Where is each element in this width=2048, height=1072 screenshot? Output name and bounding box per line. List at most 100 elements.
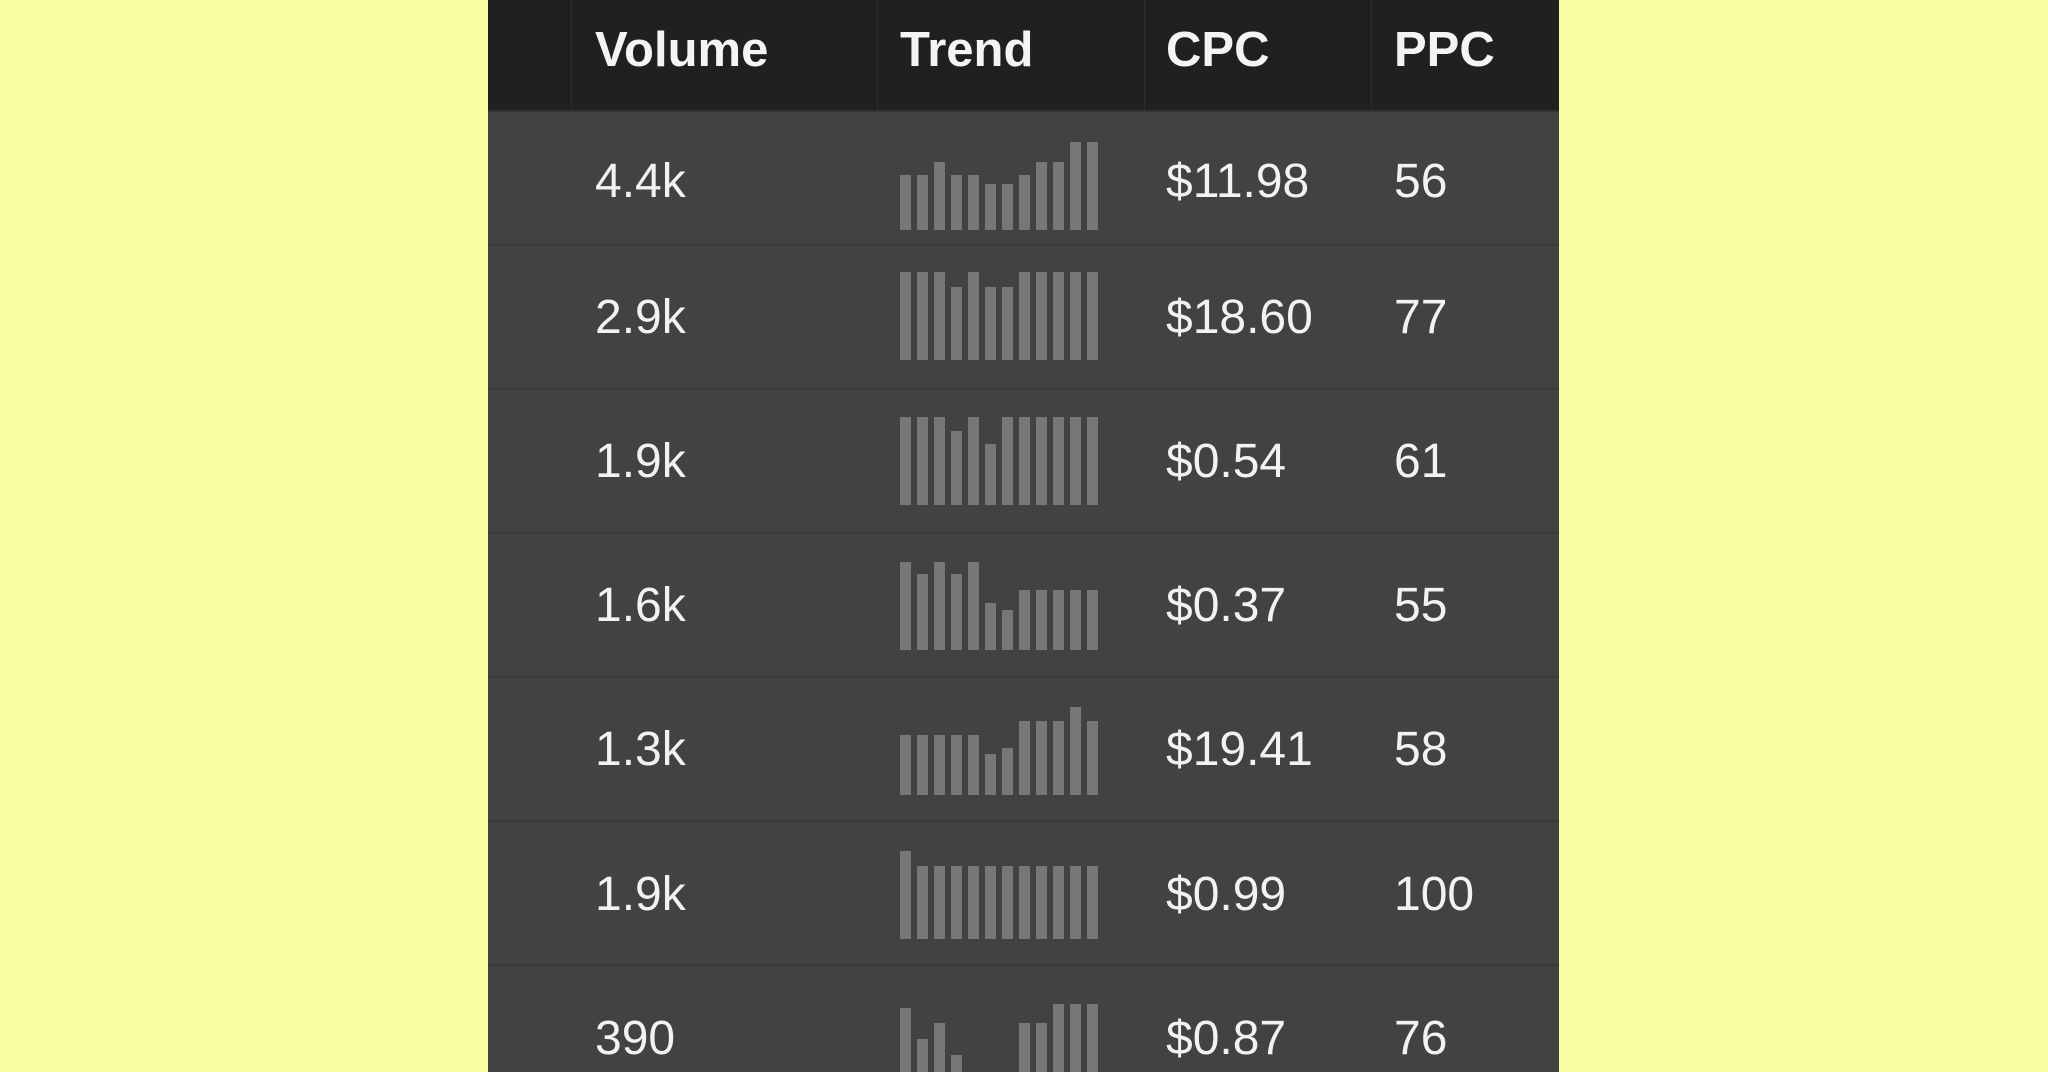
- trend-bar: [1087, 1004, 1098, 1072]
- table-row[interactable]: 2.9k $18.60 77: [488, 246, 1559, 390]
- trend-sparkline: [900, 272, 1100, 360]
- trend-bar: [1036, 272, 1047, 360]
- keyword-metrics-table: Volume Trend CPC PPC 4.4k $11.98 56 2.9k…: [488, 0, 1559, 1072]
- volume-cell: 1.9k: [595, 868, 686, 921]
- trend-bar: [917, 417, 928, 505]
- trend-bar: [917, 735, 928, 795]
- trend-bar: [1002, 417, 1013, 505]
- row-divider: [488, 531, 1559, 534]
- column-divider: [1371, 0, 1372, 110]
- trend-bar: [985, 866, 996, 939]
- row-divider: [488, 820, 1559, 823]
- table-row[interactable]: 1.9k $0.99 100: [488, 823, 1559, 967]
- ppc-cell: 61: [1394, 435, 1448, 488]
- trend-bar: [1036, 162, 1047, 230]
- trend-bar: [917, 272, 928, 360]
- trend-bar: [1019, 590, 1030, 650]
- table-row[interactable]: 4.4k $11.98 56: [488, 110, 1559, 254]
- trend-bar: [1053, 721, 1064, 795]
- trend-bar: [934, 866, 945, 939]
- trend-bar: [900, 851, 911, 939]
- trend-bar: [951, 574, 962, 650]
- trend-bar: [968, 417, 979, 505]
- trend-bar: [934, 417, 945, 505]
- trend-bar: [917, 175, 928, 230]
- trend-bar: [968, 562, 979, 650]
- trend-sparkline: [900, 142, 1100, 230]
- cpc-cell: $0.54: [1166, 435, 1287, 488]
- trend-bar: [968, 735, 979, 795]
- trend-bar: [1070, 272, 1081, 360]
- trend-bar: [1087, 142, 1098, 230]
- row-divider: [488, 675, 1559, 678]
- ppc-column-header[interactable]: PPC: [1394, 23, 1495, 77]
- trend-sparkline: [900, 707, 1100, 795]
- trend-bar: [968, 866, 979, 939]
- column-divider: [877, 0, 878, 110]
- cpc-cell: $0.87: [1166, 1012, 1287, 1065]
- volume-column-header[interactable]: Volume: [595, 23, 769, 77]
- trend-bar: [951, 735, 962, 795]
- ppc-cell: 58: [1394, 723, 1448, 776]
- cpc-cell: $11.98: [1166, 155, 1310, 208]
- trend-bar: [951, 175, 962, 230]
- trend-bar: [900, 735, 911, 795]
- table-row[interactable]: 1.3k $19.41 58: [488, 678, 1559, 822]
- trend-sparkline: [900, 562, 1100, 650]
- trend-bar: [1036, 417, 1047, 505]
- trend-bar: [1019, 417, 1030, 505]
- volume-cell: 1.6k: [595, 579, 686, 632]
- trend-bar: [1053, 272, 1064, 360]
- trend-bar: [917, 574, 928, 650]
- ppc-cell: 56: [1394, 155, 1448, 208]
- trend-sparkline: [900, 417, 1100, 505]
- trend-bar: [1087, 417, 1098, 505]
- trend-bar: [1070, 707, 1081, 795]
- trend-bar: [1002, 866, 1013, 939]
- trend-bar: [1070, 590, 1081, 650]
- table-row[interactable]: 1.9k $0.54 61: [488, 390, 1559, 534]
- trend-bar: [951, 431, 962, 505]
- trend-bar: [968, 175, 979, 230]
- trend-column-header[interactable]: Trend: [900, 23, 1034, 77]
- trend-bar: [1070, 142, 1081, 230]
- row-divider: [488, 964, 1559, 967]
- trend-bar: [951, 866, 962, 939]
- trend-bar: [934, 1023, 945, 1072]
- trend-bar: [985, 444, 996, 505]
- table-header: Volume Trend CPC PPC: [488, 0, 1559, 112]
- table-row[interactable]: 1.6k $0.37 55: [488, 534, 1559, 678]
- ppc-cell: 100: [1394, 868, 1475, 921]
- trend-bar: [900, 1008, 911, 1072]
- trend-bar: [1019, 1023, 1030, 1072]
- trend-bar: [934, 735, 945, 795]
- trend-bar: [985, 754, 996, 795]
- trend-bar: [1019, 866, 1030, 939]
- trend-bar: [1019, 721, 1030, 795]
- trend-bar: [1053, 417, 1064, 505]
- cpc-cell: $19.41: [1166, 723, 1313, 776]
- table-row[interactable]: 390 $0.87 76: [488, 967, 1559, 1072]
- ppc-cell: 76: [1394, 1012, 1448, 1065]
- trend-bar: [1053, 590, 1064, 650]
- column-divider: [571, 0, 572, 110]
- trend-bar: [1002, 287, 1013, 360]
- trend-bar: [1070, 1004, 1081, 1072]
- trend-bar: [1002, 748, 1013, 795]
- trend-bar: [985, 287, 996, 360]
- volume-cell: 1.3k: [595, 723, 686, 776]
- trend-bar: [1036, 590, 1047, 650]
- trend-bar: [934, 562, 945, 650]
- trend-bar: [1036, 866, 1047, 939]
- cpc-cell: $0.99: [1166, 868, 1287, 921]
- trend-bar: [1053, 866, 1064, 939]
- trend-bar: [1087, 590, 1098, 650]
- row-divider: [488, 387, 1559, 390]
- trend-sparkline: [900, 851, 1100, 939]
- volume-cell: 1.9k: [595, 435, 686, 488]
- ppc-cell: 77: [1394, 291, 1448, 344]
- trend-bar: [1002, 184, 1013, 230]
- trend-bar: [1087, 866, 1098, 939]
- trend-bar: [985, 603, 996, 650]
- cpc-column-header[interactable]: CPC: [1166, 23, 1270, 77]
